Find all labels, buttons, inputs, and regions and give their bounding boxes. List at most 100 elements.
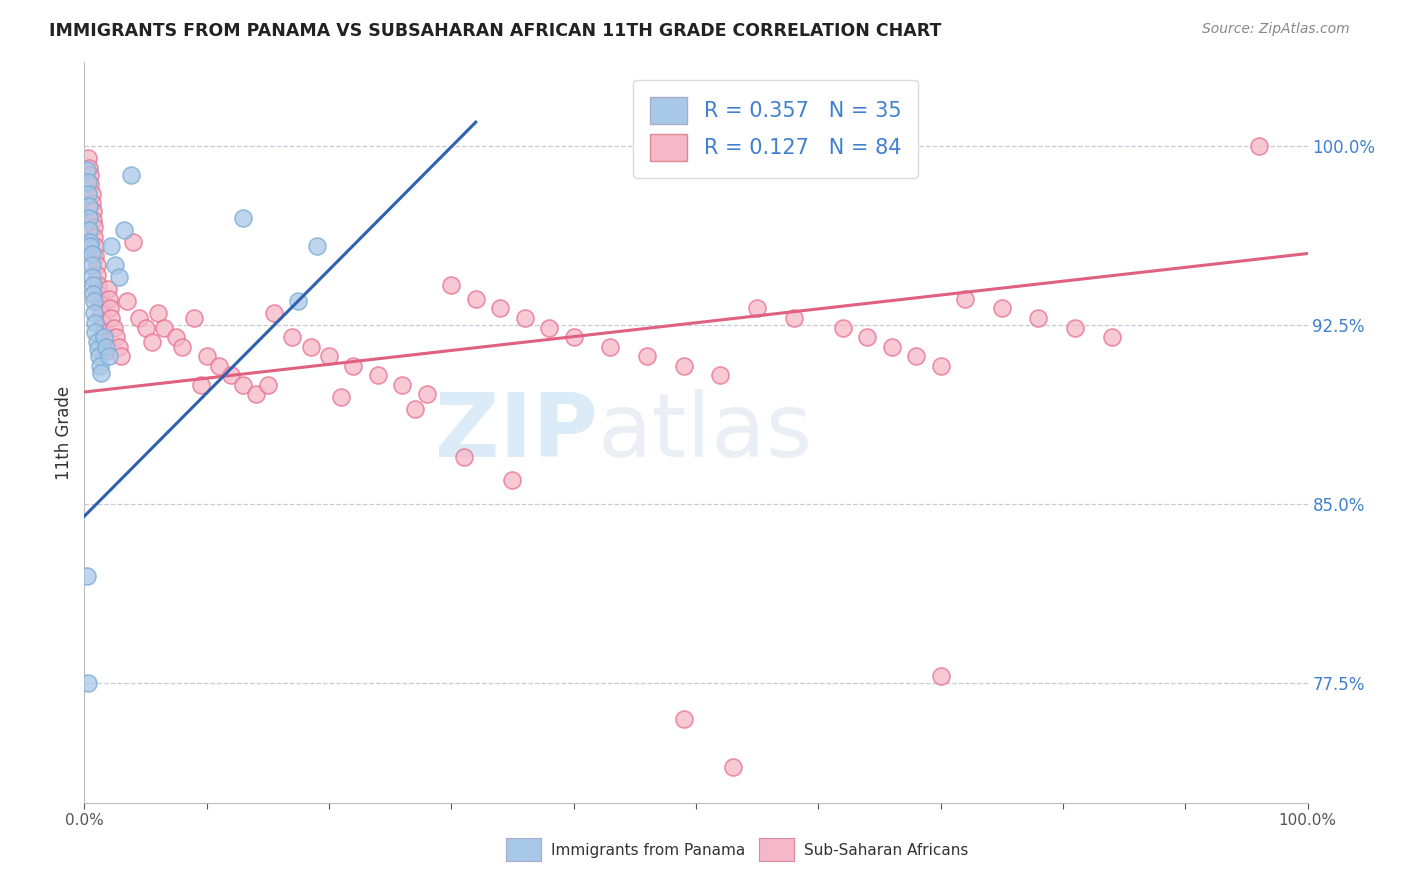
- Point: [165, 330, 187, 344]
- Point: [721, 760, 744, 774]
- Point: [77, 161, 100, 175]
- Point: [195, 349, 218, 363]
- Point: [80, 259, 103, 273]
- Point: [84, 326, 107, 340]
- Point: [83, 229, 105, 244]
- Point: [89, 296, 111, 310]
- Point: [257, 377, 280, 392]
- Point: [80, 196, 103, 211]
- Point: [96, 344, 118, 359]
- Point: [953, 292, 976, 306]
- Point: [93, 326, 115, 340]
- Point: [636, 349, 658, 363]
- Text: Immigrants from Panama: Immigrants from Panama: [551, 843, 745, 857]
- Point: [538, 320, 561, 334]
- Point: [183, 310, 205, 325]
- Point: [84, 316, 107, 330]
- Point: [97, 292, 120, 306]
- Point: [562, 330, 585, 344]
- Point: [89, 359, 111, 373]
- Point: [77, 199, 100, 213]
- Point: [330, 390, 353, 404]
- Point: [79, 178, 101, 192]
- Point: [905, 349, 928, 363]
- Point: [76, 162, 98, 177]
- Point: [513, 310, 536, 325]
- Point: [107, 340, 129, 354]
- Point: [94, 334, 117, 349]
- Text: atlas: atlas: [598, 389, 813, 476]
- Point: [82, 213, 104, 227]
- Point: [105, 330, 128, 344]
- Point: [97, 349, 120, 363]
- Text: Sub-Saharan Africans: Sub-Saharan Africans: [804, 843, 969, 857]
- Point: [672, 712, 695, 726]
- Point: [83, 294, 105, 309]
- Point: [991, 301, 1014, 316]
- Point: [77, 186, 100, 201]
- Point: [367, 368, 389, 383]
- Point: [122, 235, 145, 249]
- Point: [880, 340, 903, 354]
- Point: [856, 330, 879, 344]
- Point: [1101, 330, 1123, 344]
- Point: [84, 249, 107, 263]
- Point: [232, 377, 254, 392]
- Point: [281, 330, 304, 344]
- Point: [1247, 139, 1270, 153]
- Point: [1028, 310, 1050, 325]
- Point: [90, 306, 112, 320]
- Point: [80, 270, 103, 285]
- Point: [391, 377, 413, 392]
- Point: [107, 270, 129, 285]
- Point: [79, 239, 101, 253]
- Point: [87, 349, 110, 363]
- Point: [141, 334, 163, 349]
- Point: [112, 222, 135, 236]
- Point: [83, 306, 105, 320]
- Point: [84, 239, 107, 253]
- Point: [287, 294, 309, 309]
- Point: [91, 316, 114, 330]
- Point: [219, 368, 242, 383]
- Point: [82, 287, 104, 301]
- Point: [80, 246, 103, 260]
- Point: [416, 387, 439, 401]
- Point: [172, 340, 194, 354]
- Point: [153, 320, 176, 334]
- Point: [86, 334, 108, 349]
- Point: [76, 569, 98, 583]
- Point: [97, 282, 120, 296]
- Point: [77, 676, 100, 690]
- Point: [299, 340, 322, 354]
- Point: [342, 359, 364, 373]
- Point: [87, 277, 110, 292]
- Point: [245, 387, 267, 401]
- Point: [82, 277, 104, 292]
- Legend: R = 0.357   N = 35, R = 0.127   N = 84: R = 0.357 N = 35, R = 0.127 N = 84: [633, 80, 918, 178]
- Point: [190, 377, 212, 392]
- Point: [404, 401, 426, 416]
- Point: [77, 175, 100, 189]
- Point: [318, 349, 340, 363]
- Point: [599, 340, 621, 354]
- Point: [709, 368, 731, 383]
- Point: [83, 220, 105, 235]
- Point: [453, 450, 475, 464]
- Point: [79, 168, 101, 182]
- Point: [502, 474, 524, 488]
- Point: [96, 340, 118, 354]
- Point: [208, 359, 231, 373]
- Text: IMMIGRANTS FROM PANAMA VS SUBSAHARAN AFRICAN 11TH GRADE CORRELATION CHART: IMMIGRANTS FROM PANAMA VS SUBSAHARAN AFR…: [49, 22, 942, 40]
- Point: [103, 320, 125, 334]
- Point: [263, 306, 285, 320]
- Point: [232, 211, 254, 225]
- Point: [305, 239, 328, 253]
- Point: [672, 359, 695, 373]
- Point: [783, 310, 806, 325]
- Point: [1064, 320, 1087, 334]
- Point: [87, 342, 110, 356]
- Point: [98, 301, 121, 316]
- Point: [110, 349, 132, 363]
- Point: [115, 294, 138, 309]
